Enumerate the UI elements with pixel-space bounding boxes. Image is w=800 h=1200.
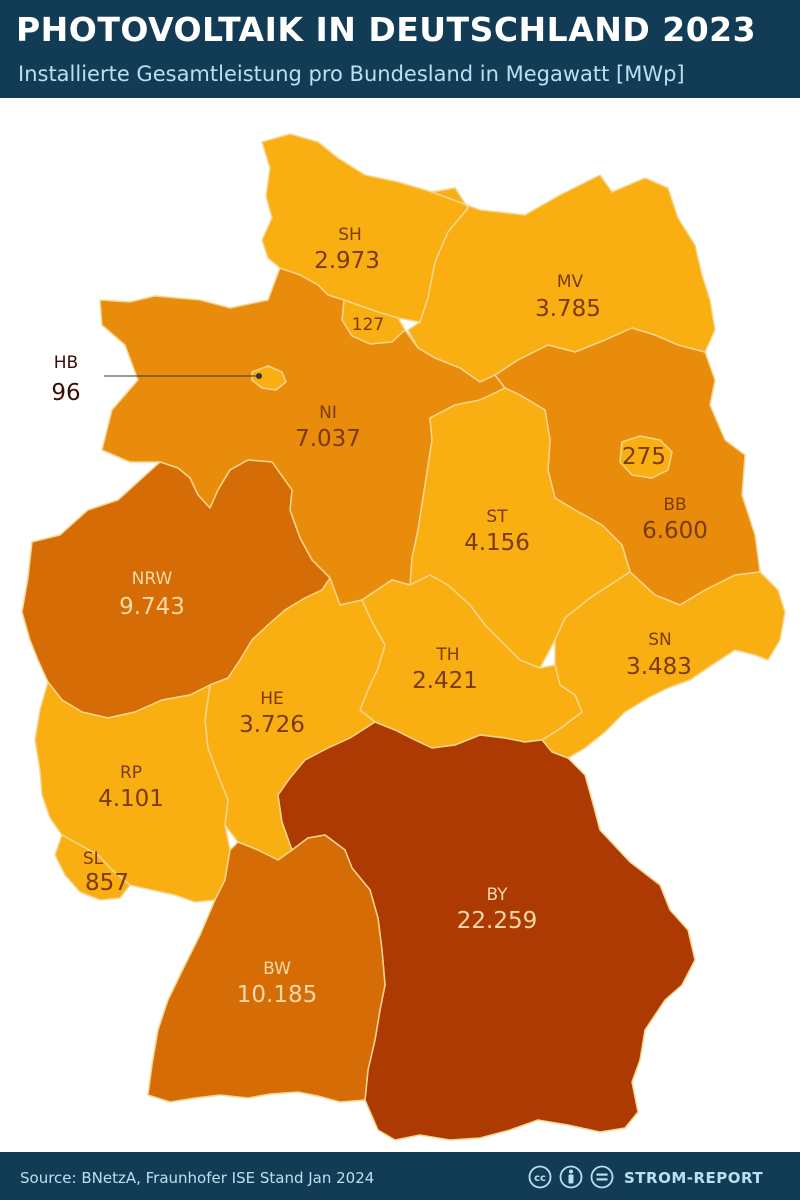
state-hb	[251, 365, 287, 391]
cc-icon: cc	[528, 1165, 552, 1189]
label-th-value: 2.421	[412, 668, 478, 694]
label-sh-abbr: SH	[338, 225, 362, 245]
label-sl-abbr: SL	[83, 849, 104, 869]
label-hb-abbr: HB	[54, 353, 78, 373]
label-mv-abbr: MV	[557, 272, 584, 292]
header-banner: PHOTOVOLTAIK IN DEUTSCHLAND 2023 Install…	[0, 0, 800, 98]
label-sl-value: 857	[85, 870, 129, 896]
label-nrw-abbr: NRW	[132, 569, 173, 589]
label-sh-value: 2.973	[314, 248, 380, 274]
map-subtitle: Installierte Gesamtleistung pro Bundesla…	[18, 62, 685, 86]
label-by-value: 22.259	[457, 908, 537, 934]
map-title: PHOTOVOLTAIK IN DEUTSCHLAND 2023	[16, 10, 757, 49]
nd-icon	[590, 1165, 614, 1189]
label-st-abbr: ST	[486, 507, 508, 527]
state-sl	[54, 834, 131, 901]
label-ni-abbr: NI	[319, 403, 337, 423]
cc-license-icons: cc	[528, 1165, 614, 1189]
germany-map: SH 2.973 127 MV 3.785 HB 96 NI 7.037 275…	[21, 133, 786, 1141]
label-nrw-value: 9.743	[119, 594, 185, 620]
label-bw-value: 10.185	[237, 982, 317, 1008]
hb-leader-dot	[256, 373, 262, 379]
label-bb-abbr: BB	[663, 495, 686, 515]
label-by-abbr: BY	[486, 885, 508, 905]
label-he-abbr: HE	[260, 689, 284, 709]
label-bb-value: 6.600	[642, 518, 708, 544]
label-bw-abbr: BW	[263, 959, 291, 979]
label-he-value: 3.726	[239, 712, 305, 738]
svg-text:cc: cc	[534, 1173, 546, 1184]
label-rp-abbr: RP	[120, 763, 142, 783]
label-mv-value: 3.785	[535, 296, 601, 322]
label-ni-value: 7.037	[295, 426, 361, 452]
label-be-value: 275	[622, 444, 666, 470]
state-bw	[147, 834, 386, 1103]
label-hb-value: 96	[51, 380, 80, 406]
brand-name: STROM-REPORT	[624, 1169, 764, 1187]
label-sn-value: 3.483	[626, 654, 692, 680]
label-rp-value: 4.101	[98, 786, 164, 812]
by-icon	[559, 1165, 583, 1189]
state-be	[619, 435, 673, 479]
label-sn-abbr: SN	[648, 630, 672, 650]
label-st-value: 4.156	[464, 530, 530, 556]
footer-bar: Source: BNetzA, Fraunhofer ISE Stand Jan…	[0, 1152, 800, 1200]
source-note: Source: BNetzA, Fraunhofer ISE Stand Jan…	[20, 1169, 375, 1187]
label-hh-value: 127	[352, 315, 384, 335]
label-th-abbr: TH	[435, 645, 459, 665]
